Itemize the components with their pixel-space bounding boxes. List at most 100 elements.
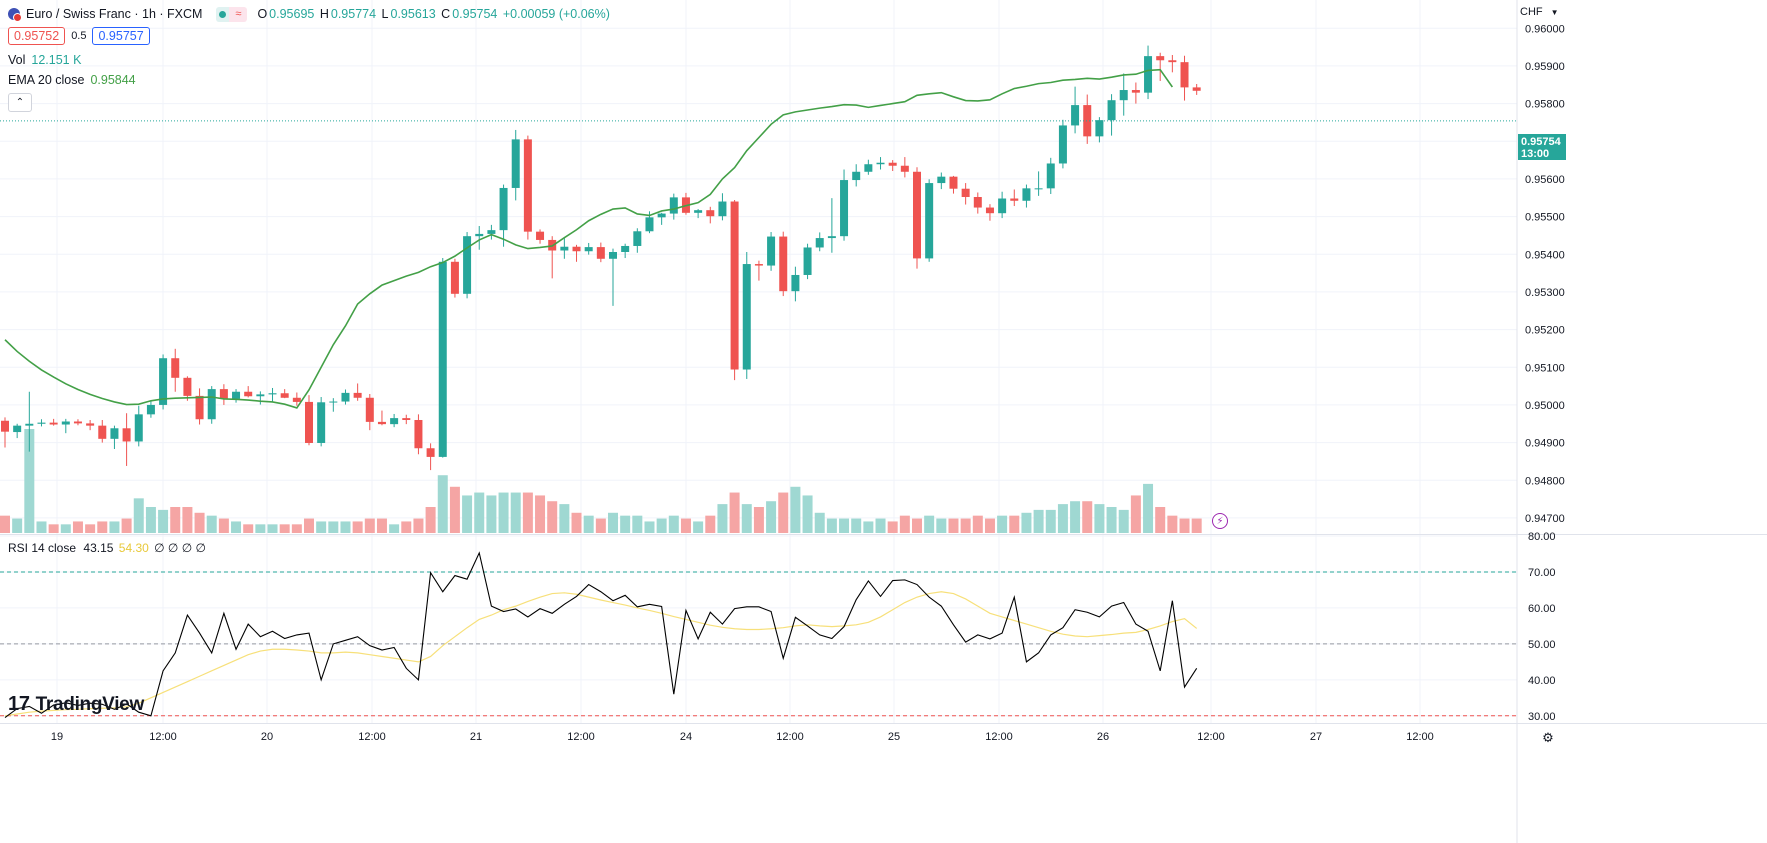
- symbol-row: Euro / Swiss Franc · 1h · FXCM ≈ O 0.9569…: [8, 4, 612, 24]
- rsi-ma-value: 54.30: [118, 541, 149, 555]
- volume-bar: [948, 518, 959, 533]
- volume-bar: [802, 495, 813, 533]
- volume-bar: [510, 492, 521, 533]
- volume-bar: [705, 515, 716, 533]
- price-tick-label: 0.95800: [1525, 99, 1565, 111]
- symbol-title[interactable]: Euro / Swiss Franc · 1h · FXCM: [26, 7, 203, 21]
- time-tick-label: 19: [51, 731, 63, 743]
- volume-bar: [741, 504, 752, 533]
- volume-bar: [12, 518, 23, 533]
- rsi-tick-label: 30.00: [1528, 711, 1556, 723]
- volume-bar: [24, 429, 35, 533]
- volume-bar: [790, 486, 801, 533]
- candle-body: [900, 165, 909, 172]
- tradingview-logo[interactable]: 17 TradingView: [8, 693, 144, 715]
- volume-bar: [109, 521, 120, 533]
- rsi-value: 43.15: [83, 541, 114, 555]
- candle-body: [657, 213, 666, 218]
- candle-body: [888, 162, 897, 166]
- candle-body: [159, 358, 168, 405]
- candle-body: [25, 423, 34, 426]
- candle-body: [13, 425, 22, 433]
- buy-price-button[interactable]: 0.95757: [92, 27, 150, 45]
- volume-bar: [462, 495, 473, 533]
- time-tick-label: 20: [261, 731, 273, 743]
- candle-body: [864, 164, 873, 172]
- rsi-scale[interactable]: 80.00 70.00 60.00 50.00 40.00 30.00: [1528, 531, 1556, 723]
- spread-value: 0.5: [71, 30, 87, 42]
- candle-body: [98, 425, 107, 439]
- volume-bar: [498, 492, 509, 533]
- collapse-chevron-icon[interactable]: ⌃: [8, 92, 32, 112]
- price-scale[interactable]: 0.960000.959000.958000.957000.956000.955…: [1525, 23, 1565, 525]
- volume-bar: [535, 495, 546, 533]
- volume-bar: [304, 518, 314, 533]
- volume-bar: [328, 521, 339, 533]
- ema-legend[interactable]: EMA 20 close 0.95844: [8, 73, 136, 87]
- time-tick-label: 24: [680, 731, 692, 743]
- volume-bar: [291, 524, 302, 533]
- candle-body: [621, 245, 630, 252]
- volume-bar: [231, 521, 242, 533]
- ohlc-values: O 0.95695 H 0.95774 L 0.95613 C 0.95754 +0.0…: [257, 7, 610, 21]
- price-tick-label: 0.94800: [1525, 475, 1565, 487]
- volume-bar: [753, 507, 764, 533]
- candle-body: [1046, 163, 1055, 189]
- market-status-toggle[interactable]: ≈: [216, 6, 248, 22]
- rsi-ma-line: [4, 591, 1198, 717]
- volume-bar: [206, 515, 217, 533]
- time-scale[interactable]: 19 12:00 20 12:00 21 12:00 24 12:00 25 12:00 26 12:…: [51, 731, 1434, 743]
- volume-bar: [170, 507, 181, 533]
- candle-body: [1, 420, 9, 432]
- price-tick-label: 0.95000: [1525, 400, 1565, 412]
- volume-legend[interactable]: Vol 12.151 K: [8, 53, 82, 67]
- candle-body: [779, 236, 788, 292]
- eur-chf-flag-icon: [8, 8, 22, 22]
- volume-bar: [936, 518, 947, 533]
- candle-body: [463, 236, 472, 294]
- candle-body: [183, 377, 192, 396]
- volume-bar: [1082, 501, 1093, 533]
- candle-body: [219, 389, 228, 399]
- volume-bar: [1130, 495, 1141, 533]
- chart-legend: Euro / Swiss Franc · 1h · FXCM ≈ O 0.9569…: [8, 4, 612, 112]
- candle-body: [852, 171, 861, 181]
- sell-price-button[interactable]: 0.95752: [8, 27, 66, 45]
- volume-bar: [1057, 504, 1068, 533]
- candle-body: [353, 392, 362, 398]
- volume-bar: [717, 504, 728, 533]
- ema-line: [0, 68, 1517, 409]
- volume-bar: [486, 495, 497, 533]
- volume-bar: [376, 518, 387, 533]
- price-tick-label: 0.95600: [1525, 174, 1565, 186]
- candle-body: [560, 246, 569, 251]
- time-tick-label: 21: [470, 731, 482, 743]
- rsi-tick-label: 80.00: [1528, 531, 1556, 543]
- volume-bar: [608, 512, 618, 533]
- candle-body: [742, 264, 751, 370]
- volume-bar: [316, 521, 327, 533]
- dropdown-chevron-icon: ▼: [1550, 7, 1559, 17]
- candle-body: [232, 391, 241, 399]
- candle-body: [329, 401, 338, 403]
- volume-bar: [218, 518, 229, 533]
- volume-bar: [279, 524, 290, 533]
- volume-bar: [1167, 515, 1178, 533]
- candle-body: [438, 261, 447, 457]
- candle-body: [1180, 62, 1189, 88]
- volume-bar: [547, 501, 558, 533]
- time-tick-label: 26: [1097, 731, 1109, 743]
- toggle-wave-icon: ≈: [229, 6, 248, 22]
- volume-bar: [571, 512, 582, 533]
- volume-bar: [644, 521, 655, 533]
- settings-gear-icon[interactable]: ⚙: [1542, 730, 1554, 745]
- candle-body: [840, 180, 849, 237]
- candle-body: [86, 423, 95, 426]
- currency-selector[interactable]: CHF ▼: [1520, 6, 1559, 18]
- candle-body: [195, 395, 204, 420]
- candle-body: [876, 162, 885, 165]
- lightning-icon[interactable]: ⚡: [1212, 513, 1228, 529]
- volume-bar: [364, 518, 375, 533]
- rsi-legend[interactable]: RSI 14 close 43.15 54.30 ∅ ∅ ∅ ∅: [8, 541, 206, 555]
